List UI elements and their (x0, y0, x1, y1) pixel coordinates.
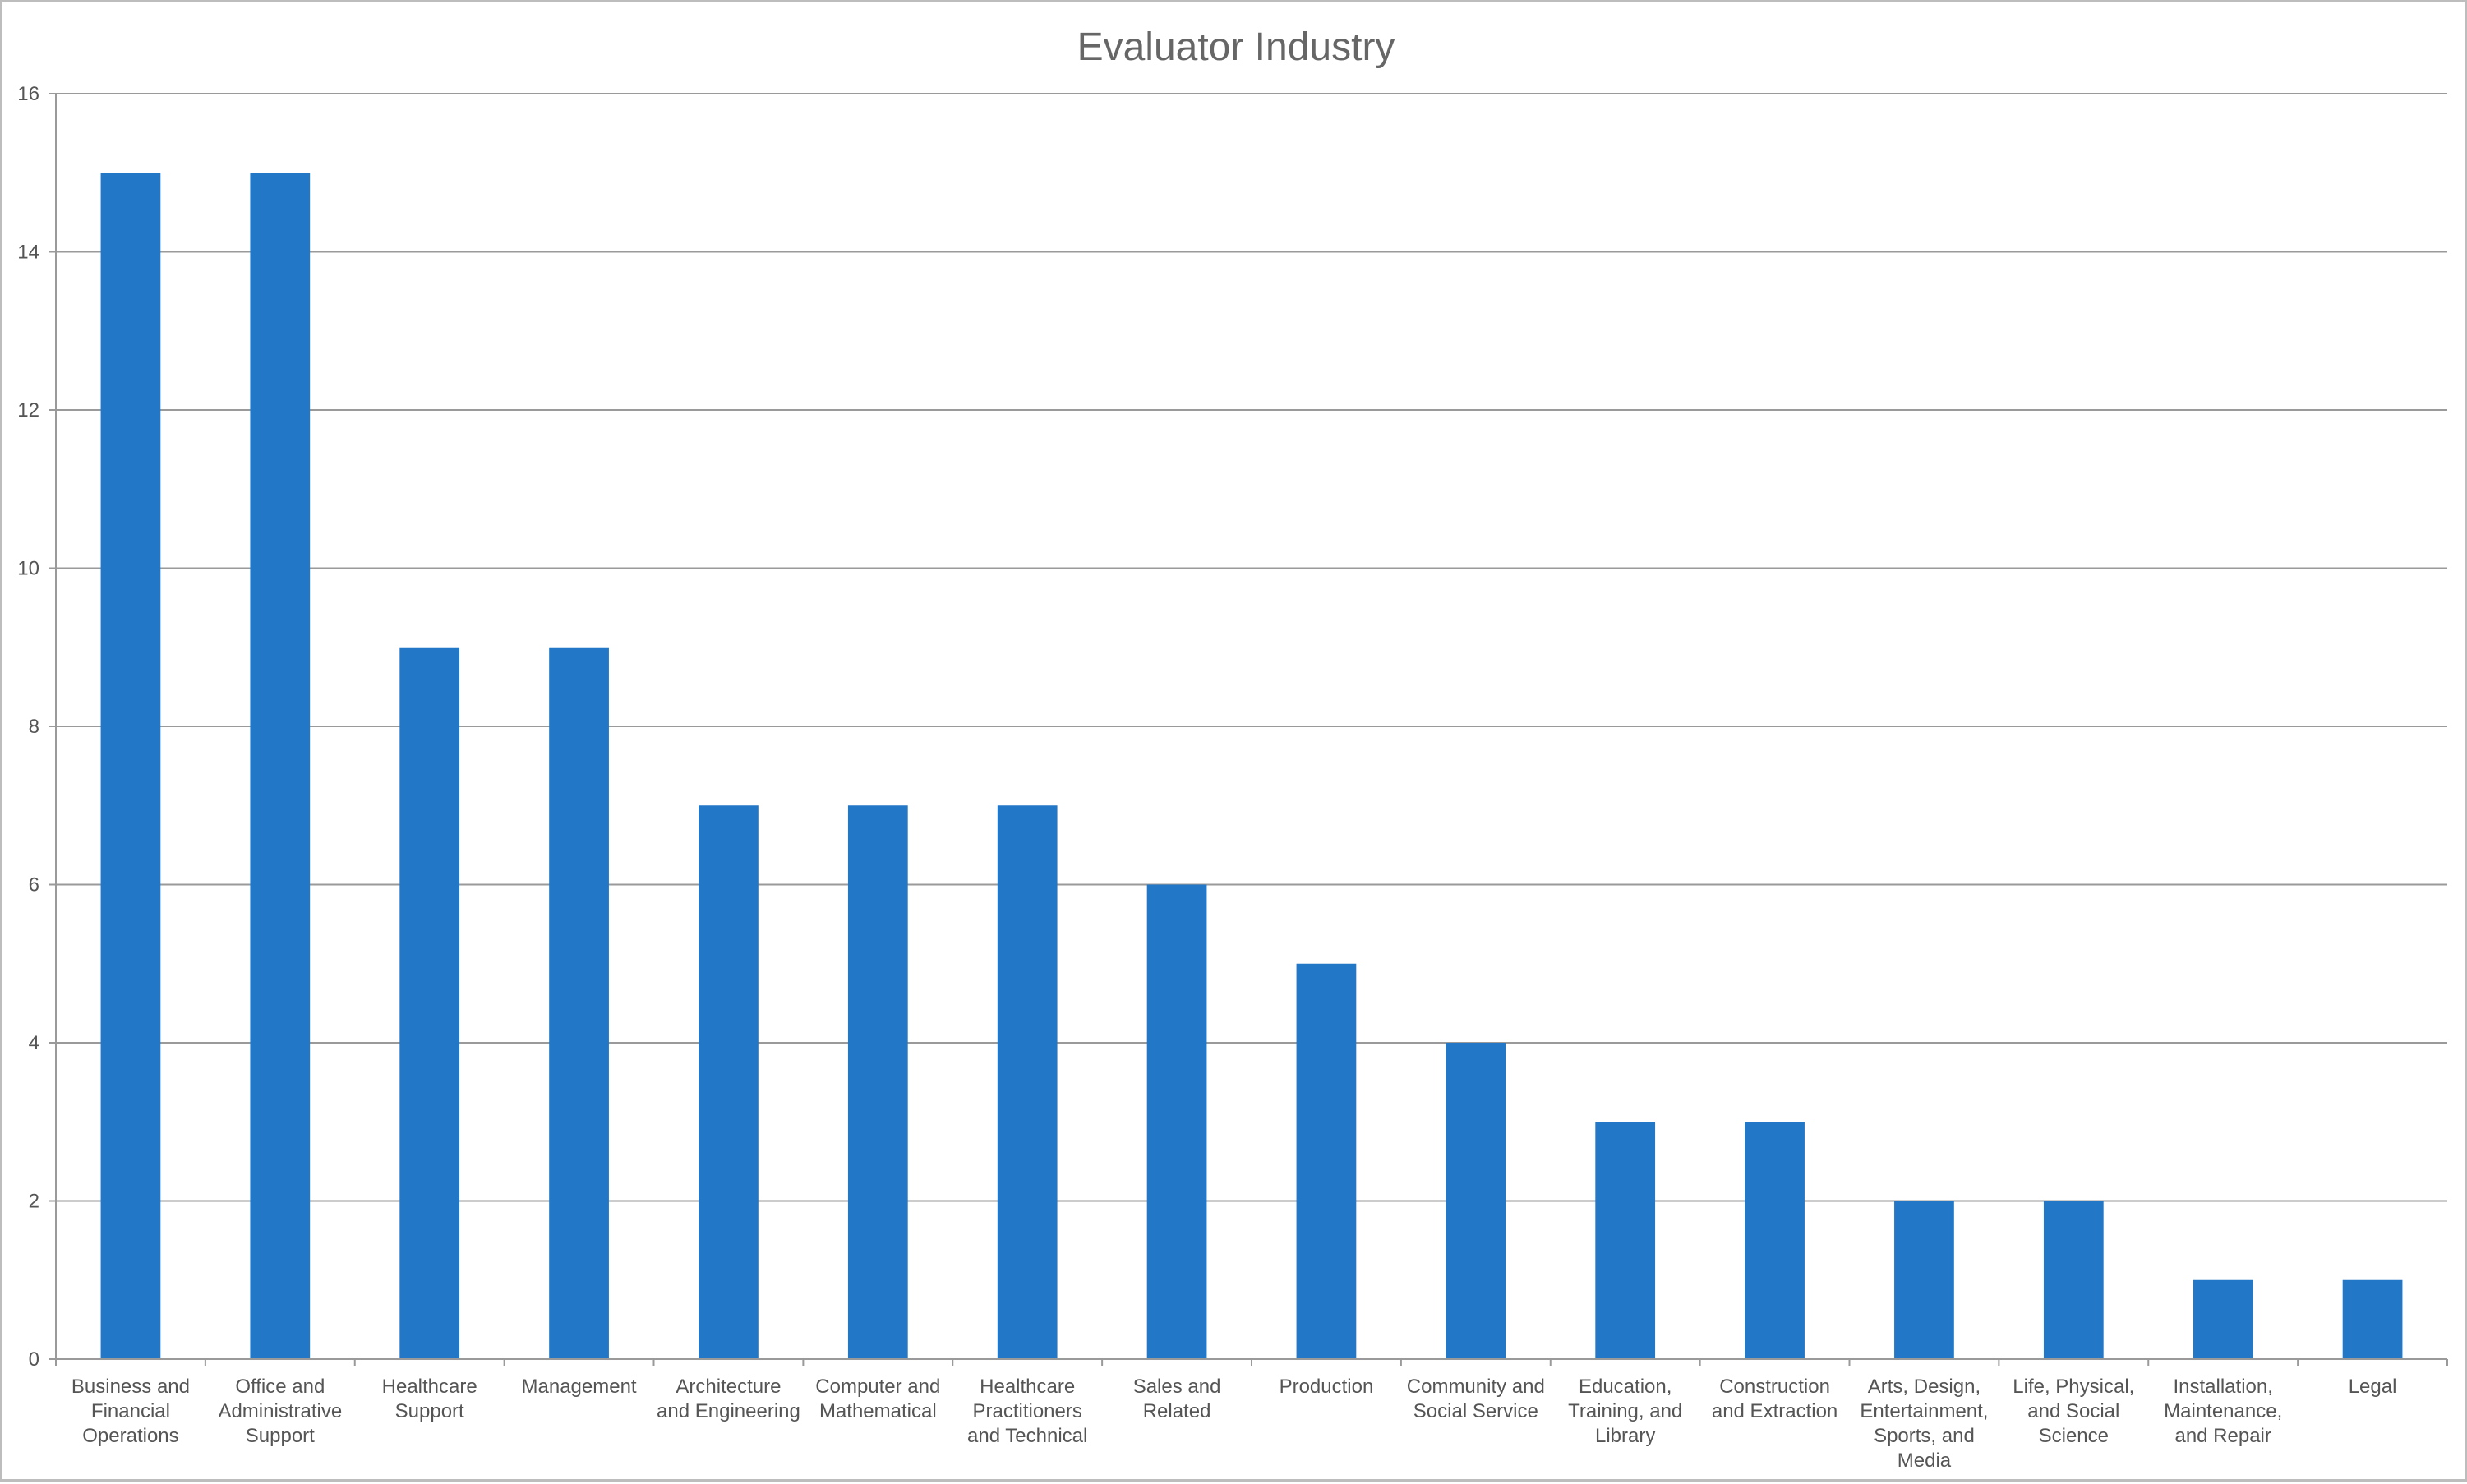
x-axis-ticks: Business and Financial Operations Office an… (71, 1376, 2397, 1472)
x-tick-label-line: and Repair (2174, 1425, 2271, 1447)
y-tick-label: 4 (29, 1032, 39, 1054)
x-tick-label-line: and Technical (967, 1425, 1087, 1447)
x-tick-label-line: and Extraction (1712, 1400, 1838, 1422)
x-tick-label-line: Practitioners (972, 1400, 1081, 1422)
bar-0 (100, 173, 161, 1359)
x-tick-label-line: Media (1898, 1449, 1952, 1472)
x-tick-label-line: Library (1595, 1425, 1655, 1447)
chart-title: Evaluator Industry (1077, 25, 1395, 69)
bar-4 (699, 805, 759, 1359)
x-tick-label-line: Management (522, 1376, 637, 1398)
bar-8 (1296, 963, 1357, 1359)
bar-2 (399, 647, 460, 1359)
bar-15 (2342, 1279, 2403, 1359)
x-tick-label-line: Related (1143, 1400, 1211, 1422)
bar-12 (1894, 1201, 1954, 1359)
x-tick-label-line: Maintenance, (2164, 1400, 2282, 1422)
bar-3 (549, 647, 609, 1359)
x-tick-label: Community and Social Service (1407, 1376, 1545, 1422)
x-tick-label: Education, Training, and Library (1568, 1376, 1682, 1447)
bar-1 (250, 173, 311, 1359)
bar-10 (1595, 1122, 1656, 1359)
x-tick-label-line: and Social (2027, 1400, 2119, 1422)
bar-11 (1745, 1122, 1805, 1359)
x-tick-label: Sales and Related (1133, 1376, 1221, 1422)
bar-5 (847, 805, 908, 1359)
bar-9 (1446, 1043, 1506, 1359)
x-tick-label-line: Sports, and (1874, 1425, 1975, 1447)
x-tick-label-line: Sales and (1133, 1376, 1221, 1398)
x-tick-label-line: Social Service (1413, 1400, 1538, 1422)
x-tick-label-line: Training, and (1568, 1400, 1682, 1422)
x-tick-label-line: Life, Physical, (2013, 1376, 2134, 1398)
x-tick-label-line: Mathematical (819, 1400, 937, 1422)
y-tick-label: 12 (17, 399, 39, 422)
x-tick-label: Office and Administrative Support (218, 1376, 342, 1447)
x-tick-label-line: Healthcare (980, 1376, 1075, 1398)
x-tick-label-line: Office and (235, 1376, 325, 1398)
x-tick-label-line: Support (246, 1425, 315, 1447)
y-tick-label: 14 (17, 242, 39, 264)
x-tick-label: Arts, Design, Entertainment, Sports, and Me… (1860, 1376, 1988, 1472)
axes (55, 94, 2448, 1366)
x-tick-label-line: Administrative (218, 1400, 342, 1422)
y-tick-label: 6 (29, 874, 39, 896)
x-tick-label: Installation, Maintenance, and Repair (2164, 1376, 2282, 1447)
y-tick-label: 10 (17, 558, 39, 580)
x-tick-label: Business and Financial Operations (71, 1376, 190, 1447)
x-tick-label: Management (522, 1376, 637, 1398)
x-tick-label: Life, Physical, and Social Science (2013, 1376, 2134, 1447)
x-tick-label-line: Business and (71, 1376, 190, 1398)
x-tick-label: Architecture and Engineering (657, 1376, 800, 1422)
y-tick-label: 8 (29, 716, 39, 738)
x-tick-label-line: Community and (1407, 1376, 1545, 1398)
x-tick-label-line: Healthcare (382, 1376, 477, 1398)
x-tick-label: Healthcare Support (382, 1376, 477, 1422)
x-tick-label-line: Installation, (2173, 1376, 2272, 1398)
x-tick-label: Legal (2349, 1376, 2397, 1398)
x-tick-label-line: Architecture (676, 1376, 781, 1398)
x-tick-label-line: and Engineering (657, 1400, 800, 1422)
x-tick-label-line: Financial (91, 1400, 170, 1422)
bar-14 (2193, 1279, 2253, 1359)
bar-13 (2043, 1201, 2104, 1359)
x-tick-label-line: Entertainment, (1860, 1400, 1988, 1422)
bar-6 (997, 805, 1058, 1359)
x-tick-label: Production (1280, 1376, 1374, 1398)
x-tick-label: Healthcare Practitioners and Technical (967, 1376, 1087, 1447)
bar-7 (1146, 884, 1207, 1359)
x-tick-label-line: Construction (1719, 1376, 1830, 1398)
y-tick-label: 16 (17, 83, 39, 105)
x-tick-label-line: Computer and (815, 1376, 940, 1398)
x-tick-label-line: Arts, Design, (1868, 1376, 1981, 1398)
x-tick-label-line: Education, (1579, 1376, 1672, 1398)
x-tick-label-line: Science (2039, 1425, 2109, 1447)
x-tick-label-line: Operations (82, 1425, 178, 1447)
x-tick-label: Computer and Mathematical (815, 1376, 940, 1422)
x-tick-label-line: Legal (2349, 1376, 2397, 1398)
x-tick-label: Construction and Extraction (1712, 1376, 1838, 1422)
y-tick-label: 2 (29, 1191, 39, 1213)
x-tick-label-line: Support (395, 1400, 464, 1422)
y-axis-ticks: 0 2 4 6 8 10 12 14 16 (17, 83, 56, 1371)
y-tick-label: 0 (29, 1348, 39, 1371)
x-tick-label-line: Production (1280, 1376, 1374, 1398)
bars (100, 173, 2403, 1359)
